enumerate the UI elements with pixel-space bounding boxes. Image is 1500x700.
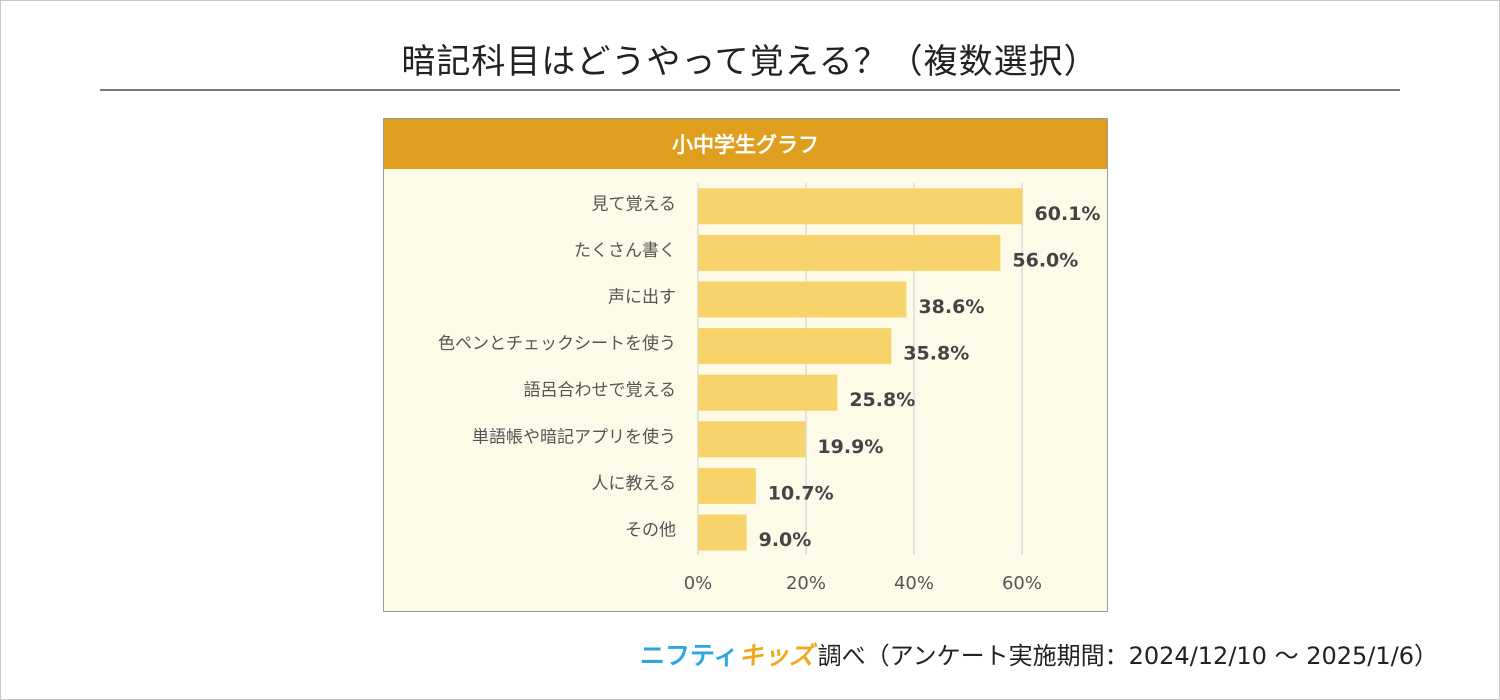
bar-2 xyxy=(698,281,907,318)
x-tick-label-3: 60% xyxy=(1002,573,1042,594)
chart-title: 小中学生グラフ xyxy=(384,119,1107,169)
title-divider xyxy=(100,89,1400,91)
x-tick-label-0: 0% xyxy=(684,573,713,594)
category-label-6: 人に教える xyxy=(592,474,677,494)
bar-3 xyxy=(698,328,892,365)
value-label-2: 38.6% xyxy=(918,296,984,318)
chart-panel: 小中学生グラフ 見て覚える 60.1% たくさん書く 56.0% 声に出す 38.6% 色ペ… xyxy=(383,118,1108,612)
category-label-7: その他 xyxy=(625,521,676,541)
value-label-5: 19.9% xyxy=(817,436,883,458)
category-label-5: 単語帳や暗記アプリを使う xyxy=(472,426,676,447)
footer-text: 調べ（アンケート実施期間：2024/12/10 〜 2025/1/6） xyxy=(817,642,1438,670)
value-label-0: 60.1% xyxy=(1035,203,1101,225)
niftykids-logo: ニフティ キッズ xyxy=(640,636,814,672)
category-label-1: たくさん書く xyxy=(574,241,676,261)
category-label-3: 色ペンとチェックシートを使う xyxy=(438,333,676,354)
value-label-1: 56.0% xyxy=(1012,249,1078,271)
category-label-2: 声に出す xyxy=(608,288,676,308)
category-label-4: 語呂合わせで覚える xyxy=(524,381,677,401)
bar-6 xyxy=(698,467,756,504)
footer-credit: ニフティ キッズ 調べ（アンケート実施期間：2024/12/10 〜 2025/… xyxy=(640,636,1438,672)
value-label-3: 35.8% xyxy=(903,343,969,365)
logo-text-nifty: ニフティ xyxy=(640,641,739,670)
bar-5 xyxy=(698,421,806,458)
bar-1 xyxy=(698,234,1001,271)
x-tick-label-2: 40% xyxy=(894,573,934,594)
logo-text-kids: キッズ xyxy=(738,641,814,670)
x-tick-label-1: 20% xyxy=(786,573,826,594)
bar-4 xyxy=(698,374,838,411)
value-label-7: 9.0% xyxy=(759,529,812,551)
page-title: 暗記科目はどうやって覚える？（複数選択） xyxy=(401,42,1099,82)
category-label-0: 見て覚える xyxy=(592,194,677,214)
value-label-4: 25.8% xyxy=(849,389,915,411)
value-label-6: 10.7% xyxy=(768,482,834,504)
bar-0 xyxy=(698,188,1023,225)
bar-7 xyxy=(698,514,747,551)
bar-chart: 見て覚える 60.1% たくさん書く 56.0% 声に出す 38.6% 色ペンとチェックシー… xyxy=(438,183,1101,594)
